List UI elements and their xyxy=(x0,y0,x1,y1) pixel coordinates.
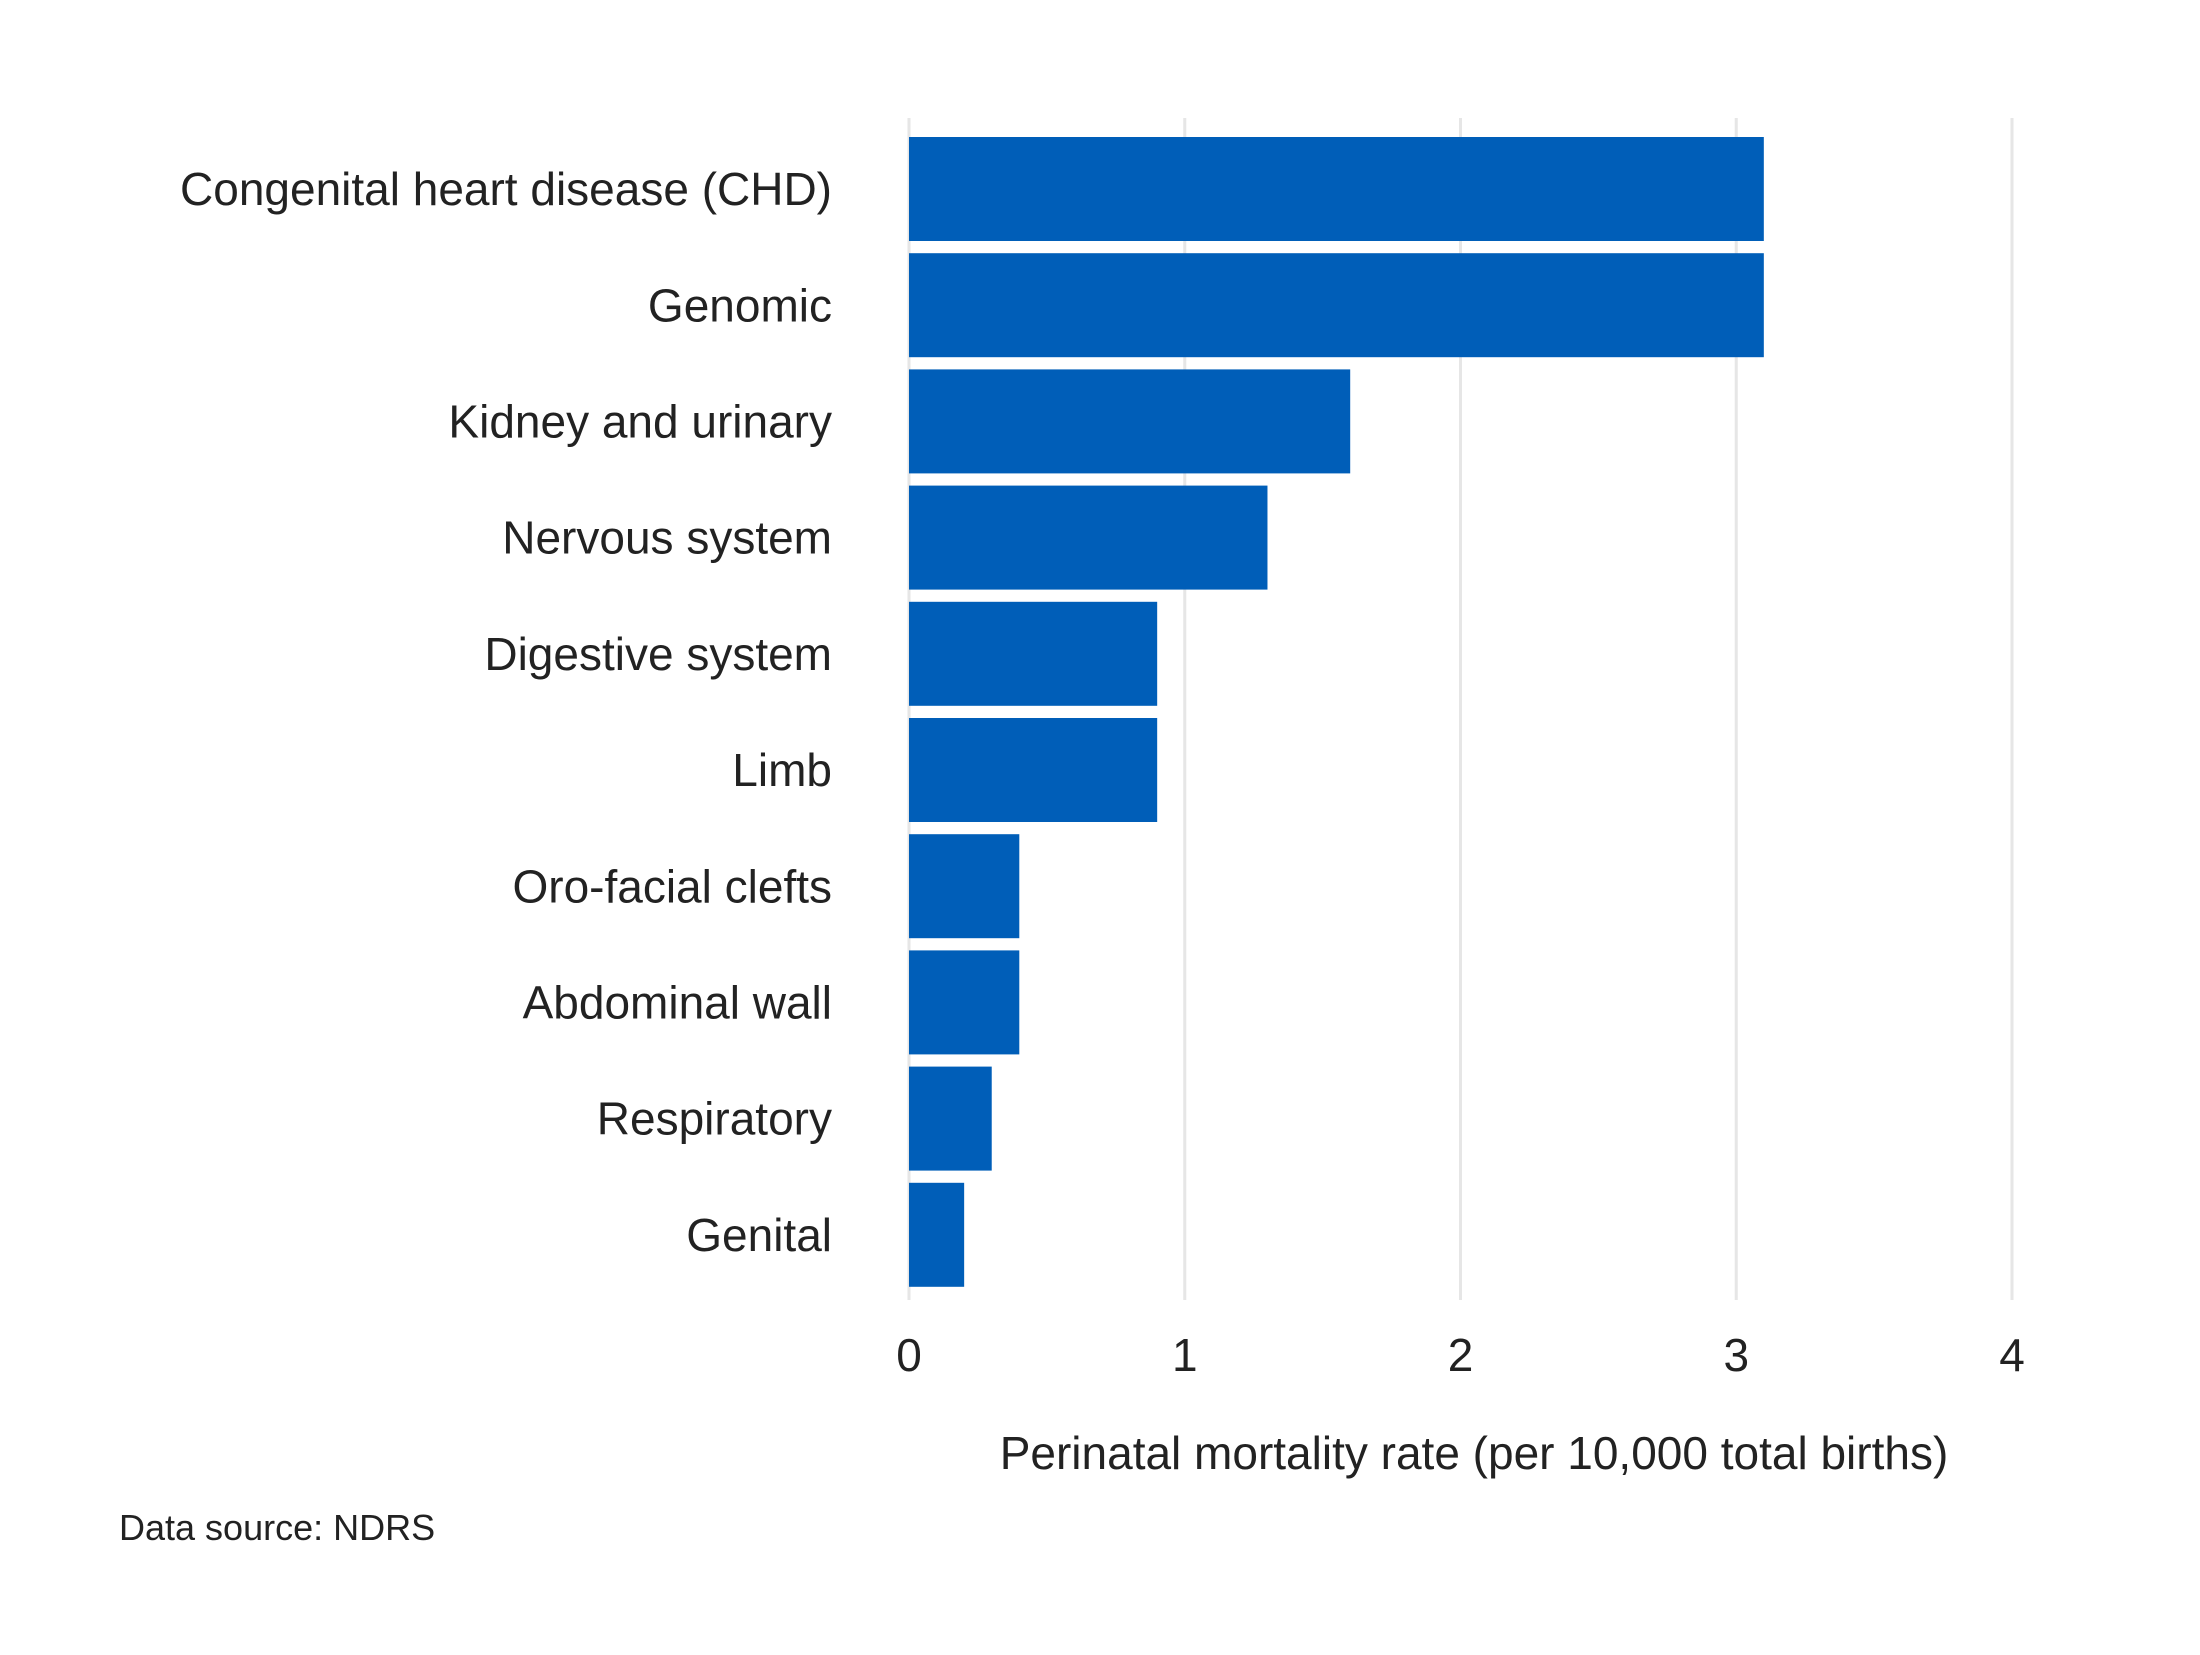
category-label-9: Genital xyxy=(686,1209,832,1261)
bar-5 xyxy=(909,718,1158,822)
bars xyxy=(909,137,1764,1287)
x-tick-label-1: 1 xyxy=(1172,1329,1198,1381)
x-tick-label-3: 3 xyxy=(1723,1329,1749,1381)
x-tick-label-4: 4 xyxy=(1999,1329,2025,1381)
data-source-note: Data source: NDRS xyxy=(119,1507,435,1548)
bar-6 xyxy=(909,834,1020,939)
category-label-4: Digestive system xyxy=(484,628,832,680)
category-labels: Congenital heart disease (CHD) Genomic Kid… xyxy=(180,163,832,1261)
bar-4 xyxy=(909,601,1158,706)
bar-0 xyxy=(909,137,1764,241)
category-label-6: Oro-facial clefts xyxy=(512,860,832,912)
bar-3 xyxy=(909,485,1268,590)
category-label-7: Abdominal wall xyxy=(523,977,832,1029)
bar-9 xyxy=(909,1182,965,1287)
category-label-2: Kidney and urinary xyxy=(448,396,832,448)
bar-2 xyxy=(909,369,1351,474)
x-axis-title: Perinatal mortality rate (per 10,000 tot… xyxy=(1000,1427,1949,1479)
category-label-3: Nervous system xyxy=(502,512,832,564)
x-tick-label-2: 2 xyxy=(1448,1329,1474,1381)
bar-8 xyxy=(909,1066,992,1171)
category-label-1: Genomic xyxy=(648,279,832,331)
x-tick-labels: 0 1 2 3 4 xyxy=(896,1329,2025,1381)
bar-7 xyxy=(909,950,1020,1055)
category-label-8: Respiratory xyxy=(597,1093,832,1145)
category-label-0: Congenital heart disease (CHD) xyxy=(180,163,832,215)
x-tick-label-0: 0 xyxy=(896,1329,922,1381)
bar-1 xyxy=(909,253,1764,358)
category-label-5: Limb xyxy=(732,744,832,796)
